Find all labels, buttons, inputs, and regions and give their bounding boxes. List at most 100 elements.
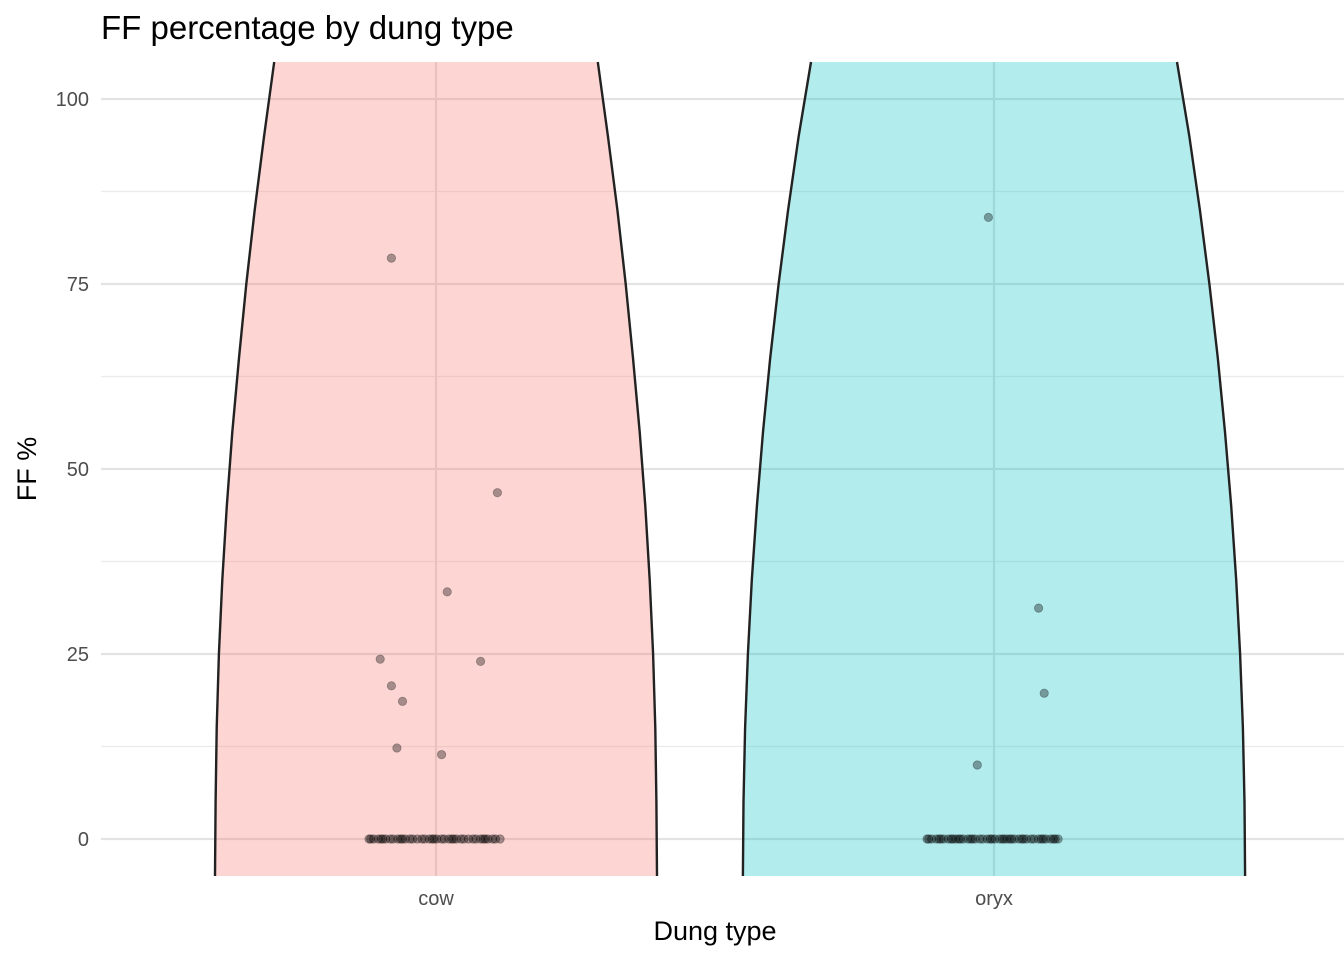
point-oryx <box>990 834 1000 844</box>
point-cow <box>386 253 396 263</box>
point-cow <box>386 681 396 691</box>
point-oryx <box>1034 834 1044 844</box>
y-tick-label: 25 <box>67 644 89 666</box>
point-oryx <box>997 834 1007 844</box>
point-cow <box>432 834 442 844</box>
point-cow <box>376 834 386 844</box>
chart-title: FF percentage by dung type <box>101 9 514 46</box>
point-oryx <box>967 834 978 844</box>
point-oryx <box>983 212 994 222</box>
point-oryx <box>994 834 1005 844</box>
point-oryx <box>987 834 997 844</box>
point-oryx <box>931 834 941 844</box>
point-cow <box>483 834 493 844</box>
point-cow <box>364 834 374 844</box>
point-oryx <box>978 834 988 844</box>
point-cow <box>396 834 406 844</box>
point-oryx <box>954 834 964 844</box>
x-tick-labels: cow oryx <box>418 888 1013 910</box>
point-cow <box>400 834 410 844</box>
point-cow <box>405 834 415 844</box>
point-oryx <box>972 760 982 770</box>
point-oryx <box>943 834 953 844</box>
point-cow <box>381 834 391 844</box>
violin-outline-left-cow <box>213 61 276 877</box>
point-oryx <box>926 834 937 844</box>
point-cow <box>427 834 437 844</box>
point-cow <box>429 834 439 844</box>
point-cow <box>417 834 427 844</box>
point-cow <box>468 834 478 844</box>
point-cow <box>412 834 422 844</box>
point-oryx <box>970 834 980 844</box>
violin-outline-right-oryx <box>1175 61 1247 877</box>
point-cow <box>393 834 403 844</box>
point-cow <box>436 834 447 844</box>
point-cow <box>492 488 502 498</box>
data-points <box>364 212 1063 844</box>
point-oryx <box>1002 834 1012 844</box>
point-oryx <box>948 834 958 844</box>
point-oryx <box>1006 834 1017 844</box>
point-cow <box>478 834 488 844</box>
point-oryx <box>999 834 1009 844</box>
point-oryx <box>975 834 985 844</box>
point-cow <box>424 834 434 844</box>
point-oryx <box>1034 603 1044 613</box>
point-oryx <box>1046 834 1056 844</box>
point-oryx <box>1026 834 1036 844</box>
point-oryx <box>963 834 973 844</box>
violin-oryx <box>742 62 1246 876</box>
point-oryx <box>1050 834 1060 844</box>
y-tick-labels: 0 25 50 75 100 <box>56 89 89 851</box>
point-oryx <box>1009 834 1020 844</box>
point-oryx <box>1053 834 1063 844</box>
violin-outline-right-cow <box>596 61 659 877</box>
grid-lines <box>101 62 1344 876</box>
point-oryx <box>939 834 949 844</box>
point-cow <box>463 834 474 844</box>
point-cow <box>456 834 466 844</box>
point-oryx <box>1014 834 1024 844</box>
point-oryx <box>951 834 961 844</box>
y-tick-label: 75 <box>67 274 89 296</box>
point-oryx <box>1005 834 1015 844</box>
point-cow <box>475 834 486 844</box>
point-cow <box>420 834 430 844</box>
point-cow <box>490 834 501 844</box>
violins <box>213 61 1247 877</box>
point-oryx <box>1038 834 1048 844</box>
point-cow <box>375 654 385 664</box>
point-oryx <box>1036 834 1047 844</box>
y-axis-title: FF % <box>12 437 42 502</box>
point-cow <box>487 834 498 844</box>
point-cow <box>397 696 408 706</box>
point-oryx <box>946 834 956 844</box>
point-oryx <box>958 834 968 844</box>
point-cow <box>448 834 459 844</box>
point-cow <box>451 834 461 844</box>
point-cow <box>447 834 457 844</box>
point-oryx <box>985 834 995 844</box>
point-oryx <box>1029 834 1039 844</box>
x-tick-label-cow: cow <box>418 888 454 910</box>
point-cow <box>366 834 376 844</box>
violin-outline-left-oryx <box>741 61 813 877</box>
point-cow <box>397 834 407 844</box>
point-oryx <box>1021 834 1032 844</box>
point-oryx <box>982 834 993 844</box>
point-oryx <box>966 834 976 844</box>
point-oryx <box>1018 834 1029 844</box>
point-oryx <box>934 834 944 844</box>
x-axis-title: Dung type <box>653 916 776 946</box>
point-oryx <box>924 834 934 844</box>
point-cow <box>378 834 388 844</box>
point-cow <box>436 750 447 760</box>
point-cow <box>475 656 486 667</box>
point-cow <box>368 834 379 844</box>
point-oryx <box>936 834 946 844</box>
x-tick-label-oryx: oryx <box>975 888 1013 910</box>
point-cow <box>471 834 481 844</box>
y-tick-label: 0 <box>78 829 89 851</box>
